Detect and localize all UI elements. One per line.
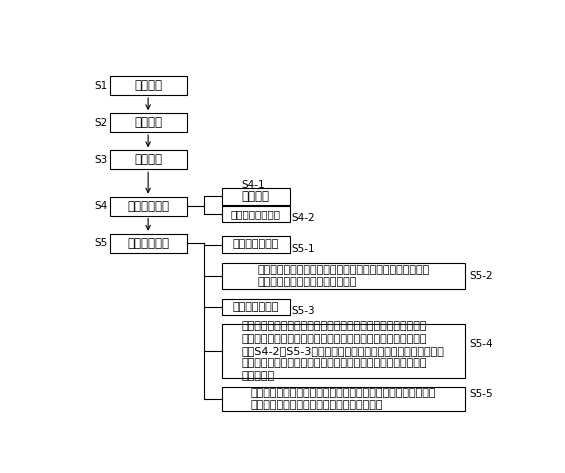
Text: 通过所述归一化区域灰度图像上裂缝的位置信息和灰度值信息，
从而获知该像素下结构体裂缝的各项裂缝参数: 通过所述归一化区域灰度图像上裂缝的位置信息和灰度值信息， 从而获知该像素下结构体… (250, 388, 436, 410)
Text: S5-4: S5-4 (469, 340, 493, 350)
Text: 图像校正: 图像校正 (134, 116, 162, 129)
Text: S5-1: S5-1 (292, 244, 315, 254)
Bar (110, 234, 186, 253)
Bar (110, 113, 186, 132)
Bar (221, 236, 289, 253)
Text: S4-2: S4-2 (292, 213, 315, 223)
Text: S2: S2 (95, 118, 108, 128)
Bar (221, 206, 289, 222)
Text: S3: S3 (95, 155, 108, 165)
Text: S4: S4 (95, 201, 108, 211)
Text: S5-5: S5-5 (469, 389, 493, 399)
Text: 裂缝灰度值计算: 裂缝灰度值计算 (232, 302, 279, 312)
Text: 获取裂缝骨架图: 获取裂缝骨架图 (232, 239, 279, 250)
Text: 图像裂缝提取: 图像裂缝提取 (127, 200, 170, 212)
Text: 构建标准条纹图像亚像素值的数据集，其中，所述标准条纹图像
亚像素值的数据集包括：不同背景下亚像素值的标准条纹图像，
利用S4-2到S5-3步骤获取每一条标准条纹: 构建标准条纹图像亚像素值的数据集，其中，所述标准条纹图像 亚像素值的数据集包括：… (242, 321, 445, 381)
Bar (221, 188, 289, 205)
Bar (110, 150, 186, 169)
Text: 区域图像裂缝提取: 区域图像裂缝提取 (231, 209, 281, 219)
Bar (110, 197, 186, 216)
Bar (221, 263, 464, 289)
Text: S5-2: S5-2 (469, 271, 493, 281)
Text: 图像裂缝计算: 图像裂缝计算 (127, 236, 170, 250)
Text: S5-3: S5-3 (292, 306, 315, 315)
Text: S5: S5 (95, 238, 108, 248)
Text: 对裂缝骨架图进行遍历，获取每条裂缝的起始点位置信息、
结束点位置信息和分叉点位置信息: 对裂缝骨架图进行遍历，获取每条裂缝的起始点位置信息、 结束点位置信息和分叉点位置… (257, 265, 429, 287)
Bar (221, 387, 464, 411)
Bar (221, 324, 464, 378)
Text: 图像获取: 图像获取 (134, 79, 162, 92)
Text: 模型训练: 模型训练 (242, 190, 270, 203)
Text: S1: S1 (95, 80, 108, 90)
Text: S4-1: S4-1 (241, 180, 265, 190)
Bar (110, 76, 186, 95)
Text: 图像拼接: 图像拼接 (134, 153, 162, 166)
Bar (221, 299, 289, 315)
